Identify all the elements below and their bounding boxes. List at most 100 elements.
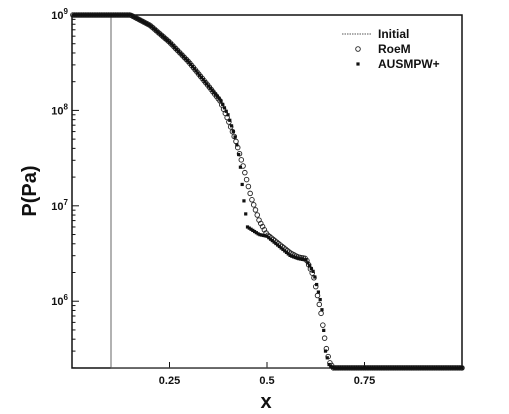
data-point [306,261,310,265]
data-point [75,13,79,17]
data-point [256,232,260,236]
data-point [432,366,436,370]
data-point [400,366,404,370]
y-tick-label: 107 [51,198,68,213]
data-point [385,366,390,370]
data-point [203,80,207,84]
data-point [81,13,85,17]
data-point [323,349,328,353]
data-point [332,366,336,370]
data-point [277,244,282,249]
data-point [245,225,250,229]
data-point [127,13,131,17]
data-point [118,13,122,17]
data-point [290,254,294,258]
data-point [334,366,338,370]
data-point [322,328,326,333]
data-point [359,366,363,370]
data-point [242,169,248,176]
data-point [276,243,280,247]
data-point [291,255,296,259]
data-point [261,233,266,238]
data-point [116,13,120,17]
x-axis-title: x [260,391,271,413]
data-point [208,86,212,90]
data-point [284,250,289,255]
data-point [300,257,305,261]
data-point [403,366,407,370]
data-point [137,18,141,22]
data-point [414,366,418,370]
data-point [417,366,422,370]
data-point [217,96,221,100]
data-point [440,366,445,370]
data-point [151,26,156,30]
data-point [320,322,326,328]
data-point [213,92,218,96]
data-point [288,253,292,257]
data-point [377,366,381,370]
data-point [187,60,191,64]
data-point [109,13,113,17]
data-point [265,234,269,238]
data-point [206,84,211,88]
data-point [421,366,425,370]
data-point [274,241,278,246]
data-point [272,240,276,244]
data-point [270,239,274,243]
data-point [341,366,345,370]
data-point [198,73,202,77]
data-point [321,335,328,341]
data-point [210,88,214,92]
data-point [185,58,189,62]
data-point [82,13,87,17]
data-point [279,246,283,250]
data-point [396,366,400,370]
data-point [231,129,235,133]
data-point [73,13,78,17]
data-point [242,199,246,203]
data-point [408,366,413,370]
data-point [382,366,386,370]
data-point [263,234,267,238]
data-point [314,292,321,299]
data-point [104,13,108,17]
data-point [346,366,351,370]
data-point [144,21,149,26]
data-point [201,77,205,82]
legend-item: RoeM [355,42,411,56]
data-point [299,257,303,261]
data-point [178,51,182,55]
data-point [251,228,255,233]
y-tick-label: 106 [51,293,68,308]
x-tick-label: 0.25 [159,375,180,387]
data-point [433,366,438,370]
data-point [451,366,455,370]
data-point [228,118,232,122]
data-point [249,227,253,231]
data-point [439,366,443,370]
data-point [348,366,352,370]
data-point [114,13,118,17]
data-point [426,366,430,370]
data-point [96,13,101,17]
series-marks [70,12,465,371]
data-point [176,49,180,53]
data-point [366,366,370,370]
data-point [405,366,409,370]
data-point [318,297,322,302]
data-point [79,13,83,17]
data-point [398,366,402,370]
data-point [458,366,462,370]
data-point [442,366,446,370]
data-point [394,366,399,370]
data-point [120,13,124,17]
data-point [339,366,344,370]
data-point [205,82,209,86]
data-point [336,366,340,370]
data-point [352,366,356,370]
legend-marker [356,62,360,66]
legend-label: AUSMPW+ [378,57,440,71]
